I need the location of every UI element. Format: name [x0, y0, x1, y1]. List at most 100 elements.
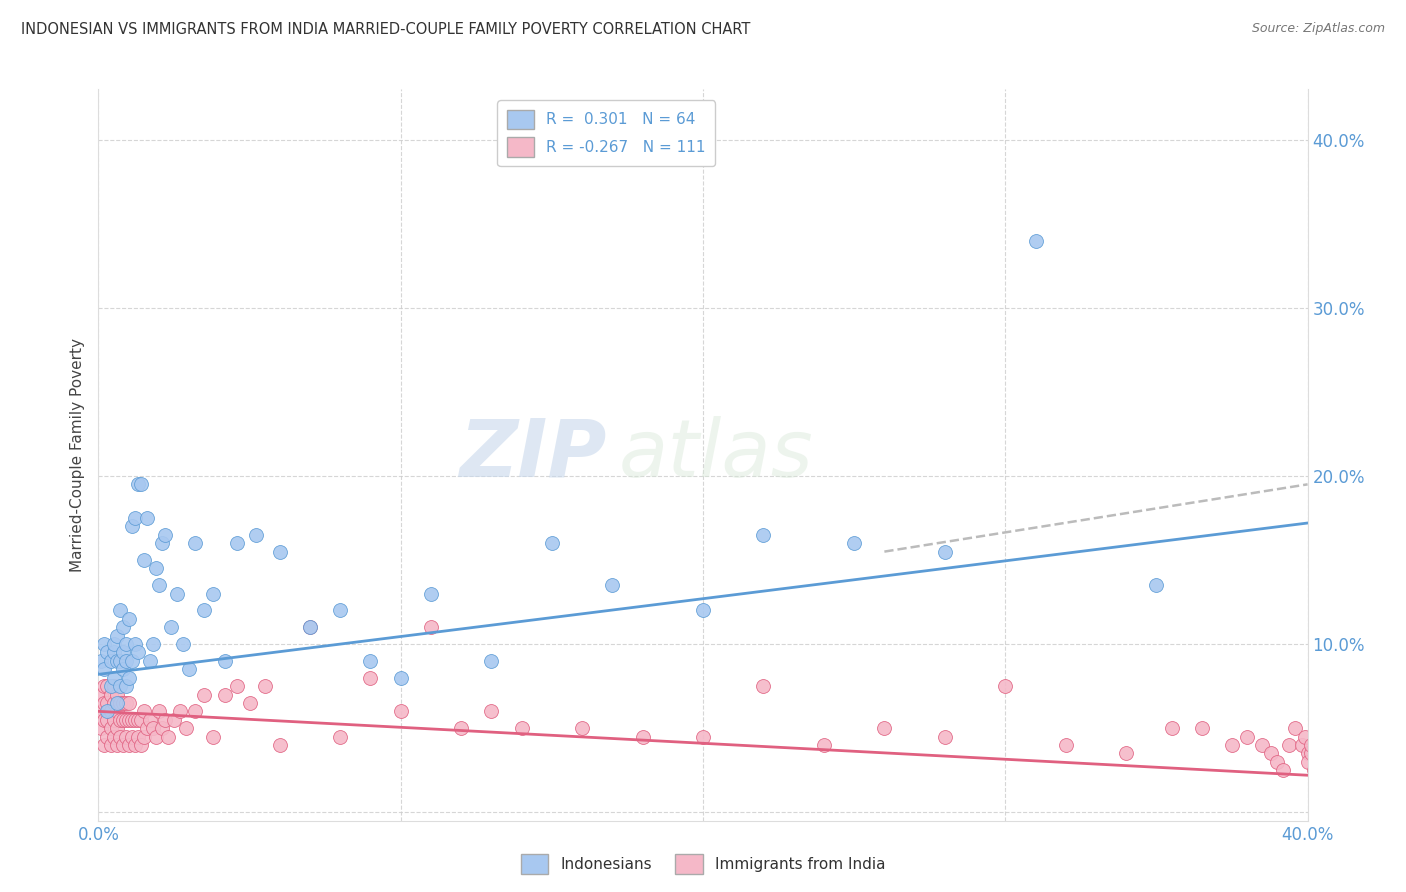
Point — [114, 654, 136, 668]
Point — [124, 637, 146, 651]
Point — [145, 561, 167, 575]
Point — [1312, 763, 1334, 777]
Point — [135, 721, 157, 735]
Point — [118, 713, 141, 727]
Point — [145, 730, 167, 744]
Point — [245, 528, 267, 542]
Point — [1299, 738, 1322, 752]
Point — [139, 713, 162, 727]
Point — [214, 688, 236, 702]
Point — [148, 578, 170, 592]
Point — [1260, 747, 1282, 761]
Point — [163, 713, 186, 727]
Point — [813, 738, 835, 752]
Point — [103, 671, 125, 685]
Point — [1251, 738, 1274, 752]
Point — [1272, 763, 1295, 777]
Point — [105, 696, 128, 710]
Point — [360, 654, 382, 668]
Text: Source: ZipAtlas.com: Source: ZipAtlas.com — [1251, 22, 1385, 36]
Point — [150, 536, 173, 550]
Point — [132, 704, 155, 718]
Point — [1296, 747, 1319, 761]
Point — [602, 578, 624, 592]
Point — [105, 704, 128, 718]
Point — [111, 696, 134, 710]
Point — [1291, 738, 1313, 752]
Point — [1327, 763, 1350, 777]
Point — [100, 738, 122, 752]
Point — [193, 603, 215, 617]
Point — [108, 713, 131, 727]
Point — [139, 654, 162, 668]
Point — [114, 713, 136, 727]
Point — [100, 704, 122, 718]
Point — [114, 637, 136, 651]
Point — [510, 721, 533, 735]
Point — [129, 477, 152, 491]
Point — [111, 662, 134, 676]
Point — [1323, 755, 1346, 769]
Point — [389, 704, 412, 718]
Point — [90, 704, 112, 718]
Point — [299, 620, 322, 634]
Point — [103, 637, 125, 651]
Point — [121, 519, 143, 533]
Point — [1294, 730, 1316, 744]
Point — [127, 713, 149, 727]
Point — [93, 679, 115, 693]
Point — [1191, 721, 1213, 735]
Text: atlas: atlas — [619, 416, 813, 494]
Point — [118, 696, 141, 710]
Point — [132, 730, 155, 744]
Point — [1333, 763, 1355, 777]
Point — [269, 738, 291, 752]
Point — [420, 620, 443, 634]
Point — [1299, 747, 1322, 761]
Point — [420, 587, 443, 601]
Point — [100, 679, 122, 693]
Point — [179, 662, 201, 676]
Point — [1336, 755, 1358, 769]
Point — [96, 713, 118, 727]
Point — [114, 679, 136, 693]
Point — [844, 536, 866, 550]
Point — [100, 688, 122, 702]
Point — [114, 696, 136, 710]
Point — [124, 713, 146, 727]
Point — [114, 730, 136, 744]
Point — [184, 536, 207, 550]
Point — [253, 679, 276, 693]
Point — [108, 603, 131, 617]
Point — [105, 721, 128, 735]
Point — [1339, 763, 1361, 777]
Point — [1024, 234, 1046, 248]
Point — [540, 536, 562, 550]
Legend: Indonesians, Immigrants from India: Indonesians, Immigrants from India — [515, 848, 891, 880]
Point — [1315, 755, 1337, 769]
Point — [93, 713, 115, 727]
Point — [184, 704, 207, 718]
Point — [103, 713, 125, 727]
Point — [108, 730, 131, 744]
Y-axis label: Married-Couple Family Poverty: Married-Couple Family Poverty — [70, 338, 86, 572]
Point — [127, 730, 149, 744]
Point — [135, 511, 157, 525]
Point — [1236, 730, 1258, 744]
Point — [1296, 755, 1319, 769]
Point — [124, 511, 146, 525]
Point — [142, 637, 165, 651]
Point — [450, 721, 472, 735]
Point — [121, 730, 143, 744]
Point — [1054, 738, 1077, 752]
Point — [103, 645, 125, 659]
Point — [105, 738, 128, 752]
Point — [994, 679, 1017, 693]
Point — [692, 730, 714, 744]
Point — [481, 704, 503, 718]
Point — [1302, 763, 1324, 777]
Point — [193, 688, 215, 702]
Point — [121, 654, 143, 668]
Point — [127, 645, 149, 659]
Point — [202, 587, 225, 601]
